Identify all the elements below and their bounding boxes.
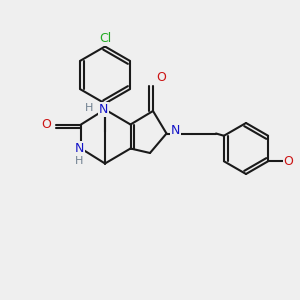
Text: N: N: [99, 103, 108, 116]
Text: H: H: [85, 103, 94, 113]
Text: O: O: [284, 155, 294, 168]
Text: N: N: [171, 124, 180, 137]
Text: H: H: [75, 156, 84, 166]
Text: O: O: [156, 71, 166, 84]
Text: N: N: [75, 142, 84, 155]
Text: O: O: [41, 118, 51, 131]
Text: Cl: Cl: [99, 32, 111, 46]
